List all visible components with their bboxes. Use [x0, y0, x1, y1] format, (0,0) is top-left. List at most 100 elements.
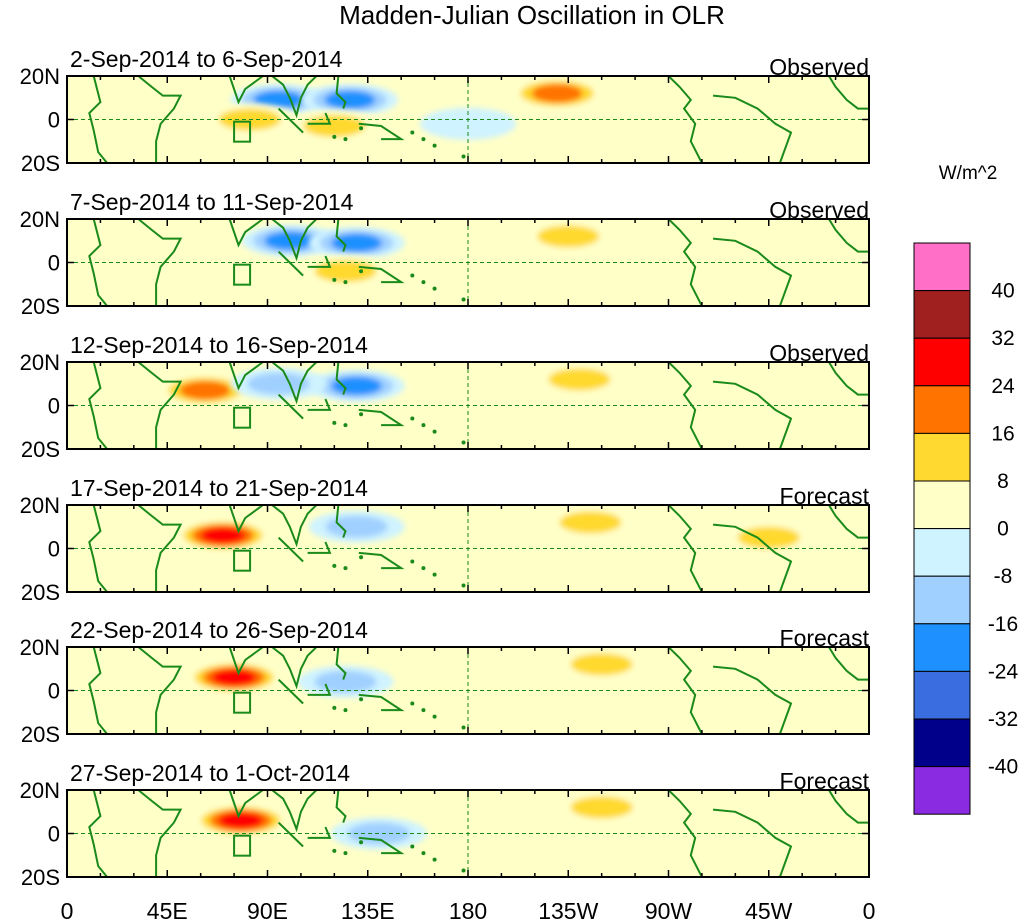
island	[421, 423, 426, 428]
coastline	[667, 362, 703, 449]
anomaly-contour	[559, 511, 622, 534]
island	[343, 280, 348, 285]
anomaly-field	[88, 647, 869, 734]
anomaly-field	[88, 505, 869, 592]
region-box	[233, 406, 252, 429]
panel-status: Observed	[769, 197, 869, 223]
y-tick-label: 0	[48, 679, 60, 704]
coastline	[307, 112, 332, 125]
coastline	[196, 219, 264, 248]
coastline	[329, 647, 347, 680]
coastline	[307, 541, 332, 554]
island	[410, 130, 415, 135]
colorbar-label: 32	[991, 327, 1014, 350]
colorbar-swatch	[913, 480, 971, 530]
x-tick-label: 135W	[538, 898, 598, 922]
island	[359, 269, 364, 274]
coastline	[196, 790, 264, 819]
y-tick-label: 20N	[20, 350, 60, 375]
y-tick-label: 20S	[21, 294, 60, 319]
coastline	[828, 362, 869, 396]
coastline	[307, 255, 332, 268]
colorbar-swatch	[913, 385, 971, 434]
island	[421, 137, 426, 142]
coastline	[271, 362, 318, 405]
island	[421, 851, 426, 856]
colorbar-swatch	[913, 242, 971, 292]
anomaly	[308, 226, 405, 259]
anomaly-contour	[247, 372, 310, 395]
island	[410, 273, 415, 278]
coastlines	[88, 790, 869, 877]
colorbar-swatch	[913, 766, 971, 815]
island	[410, 559, 415, 564]
y-tick-label: 20S	[21, 580, 60, 605]
colorbar-label: 40	[991, 280, 1014, 303]
colorbar-swatch	[913, 623, 971, 672]
colorbar-label: 0	[997, 518, 1009, 541]
anomaly-field	[88, 362, 869, 449]
coastline	[667, 505, 703, 592]
anomaly-contour	[531, 84, 583, 103]
coastline	[358, 408, 405, 427]
coastline	[307, 683, 332, 696]
anomaly	[531, 363, 628, 396]
coastline	[713, 237, 793, 306]
coastline	[88, 76, 108, 163]
region-box	[233, 120, 252, 143]
island	[343, 423, 348, 428]
panel-status: Forecast	[780, 625, 870, 651]
coastline	[307, 826, 332, 839]
anomaly	[308, 369, 405, 402]
coastline	[271, 76, 318, 119]
island	[432, 143, 437, 148]
anomaly	[301, 83, 398, 116]
island	[332, 705, 337, 710]
island	[432, 857, 437, 862]
y-tick-label: 20S	[21, 865, 60, 890]
coastline	[271, 647, 318, 690]
island	[410, 844, 415, 849]
coastline	[828, 505, 869, 539]
anomaly-contour	[548, 368, 611, 391]
anomaly	[720, 521, 817, 554]
panel-period: 12-Sep-2014 to 16-Sep-2014	[70, 332, 368, 358]
anomaly	[553, 791, 650, 824]
anomaly	[297, 665, 394, 698]
coastlines	[88, 505, 869, 592]
y-tick-label: 0	[48, 394, 60, 419]
island	[432, 286, 437, 291]
island	[461, 297, 466, 302]
x-tick-label: 90E	[247, 898, 288, 922]
colorbar-label: -8	[994, 565, 1013, 588]
panel: 20N 0 20S 17-Sep-2014 to 21-Sep-2014 Forecas…	[20, 475, 870, 605]
panel: 20N 0 20S 27-Sep-2014 to 1-Oct-2014 Forecast	[20, 760, 870, 890]
y-tick-label: 20S	[21, 437, 60, 462]
coastline	[196, 505, 264, 534]
x-tick-label: 90W	[645, 898, 693, 922]
colorbar-label: -16	[988, 613, 1018, 636]
panel: 20N 0 20S 12-Sep-2014 to 16-Sep-2014 Observe…	[20, 332, 870, 462]
panel-status: Observed	[769, 54, 869, 80]
anomaly	[420, 107, 516, 140]
coastline	[667, 76, 703, 163]
y-tick-label: 0	[48, 251, 60, 276]
island	[359, 697, 364, 702]
colorbar-label: 24	[991, 375, 1015, 398]
colorbar-label: -40	[988, 756, 1018, 779]
x-tick-label: 180	[449, 898, 487, 922]
island	[432, 714, 437, 719]
anomaly	[192, 804, 289, 837]
panel-period: 7-Sep-2014 to 11-Sep-2014	[70, 189, 354, 215]
anomaly-contour	[314, 670, 377, 693]
anomaly-contour	[570, 796, 633, 819]
coastline	[88, 505, 108, 592]
island	[343, 851, 348, 856]
anomaly-field	[88, 219, 869, 306]
coastline	[137, 647, 183, 734]
anomaly	[286, 110, 383, 143]
y-tick-label: 20N	[20, 635, 60, 660]
anomaly	[520, 220, 617, 253]
coastline	[277, 821, 304, 848]
